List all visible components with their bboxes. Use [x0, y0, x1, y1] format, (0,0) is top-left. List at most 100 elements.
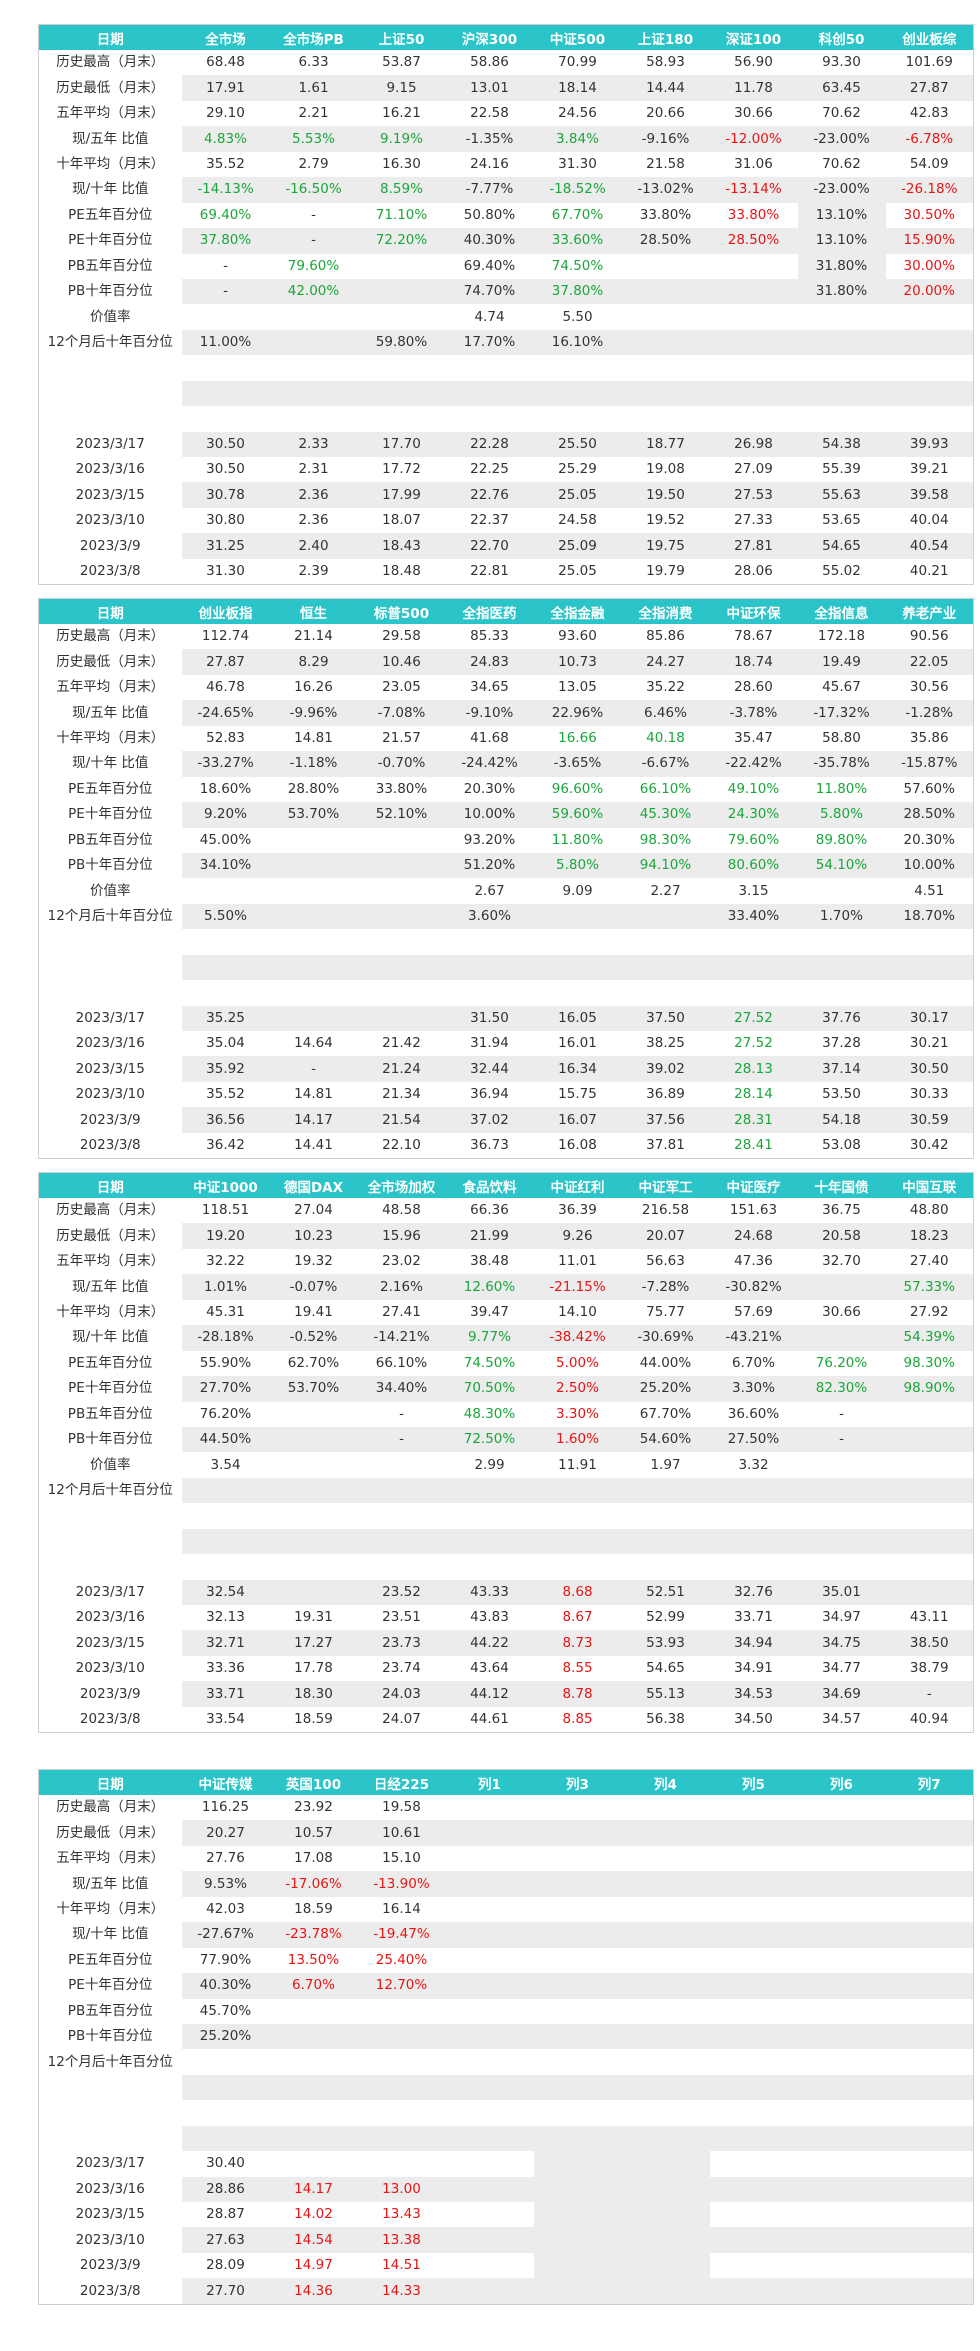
table-row: 历史最低（月末） 19.20 10.23 15.96 21.99 9.26 20.07 24.… [38, 1223, 974, 1249]
table-cell: 38.50 [885, 1630, 974, 1656]
table-cell: 66.10% [639, 780, 692, 797]
row-label: PE五年百分位 [38, 776, 182, 803]
table-cell: 37.28 [822, 1035, 861, 1052]
table-cell: 32.44 [445, 1056, 534, 1082]
table-cell [534, 1999, 622, 2024]
table-cell [798, 878, 886, 903]
table-cell [270, 355, 358, 380]
table-cell [358, 1554, 446, 1579]
table-cell [797, 2074, 886, 2101]
table-cell: 93.30 [822, 54, 861, 71]
table-cell [446, 2253, 534, 2278]
table-cell [533, 380, 622, 407]
table-cell [446, 1897, 534, 1922]
table-cell: 22.96% [533, 700, 622, 726]
table-cell [445, 1477, 534, 1504]
table-cell: 43.11 [909, 1609, 949, 1626]
table-cell: -6.78% [885, 126, 974, 152]
table-cell: 27.63 [181, 2227, 270, 2253]
table-cell: 82.30% [797, 1376, 886, 1402]
row-label: PB五年百分位 [38, 827, 182, 853]
table-cell: 18.59 [294, 1710, 333, 1727]
table-cell [534, 1846, 622, 1871]
table-cell: 59.60% [533, 802, 622, 828]
table-cell: 13.10% [797, 228, 886, 254]
table-cell [885, 1426, 974, 1453]
table-cell [622, 980, 710, 1005]
table-cell [269, 1528, 358, 1555]
valuation-table-4: 日期 中证传媒 英国100 日经225 列1 列3 列4 列5 列6 列7 历史… [38, 1769, 974, 2305]
table-cell: 13.50% [287, 1951, 340, 1968]
table-row: 2023/3/10 35.52 14.81 21.34 36.94 15.75 36.89 2… [38, 1081, 974, 1108]
table-cell [358, 1999, 446, 2024]
table-cell: 72.50% [445, 1426, 534, 1453]
table-cell: 10.73 [533, 649, 622, 675]
table-cell [445, 1820, 534, 1846]
table-cell: -13.02% [621, 177, 710, 203]
table-cell: 16.66 [558, 729, 597, 746]
row-label: 12个月后十年百分位 [38, 1477, 182, 1504]
table-cell: -1.18% [269, 751, 358, 777]
table-cell [798, 1846, 886, 1871]
table-cell: 74.50% [463, 1354, 516, 1371]
column-header: 创业板指 [181, 598, 270, 624]
table-cell: 13.01 [445, 75, 534, 101]
table-cell: 28.06 [734, 562, 773, 579]
table-cell [621, 903, 710, 930]
table-cell: 79.60% [727, 831, 780, 848]
column-header: 列6 [797, 1769, 886, 1795]
table-cell: 28.86 [181, 2176, 270, 2202]
row-label: 历史最高（月末） [38, 1198, 182, 1224]
table-cell [885, 1579, 974, 1605]
table-cell: 54.65 [646, 1660, 685, 1677]
table-cell [886, 2202, 974, 2227]
table-row: PE十年百分位 37.80% -72.20% 40.30% 33.60% 28.50% 28… [38, 228, 974, 254]
row-label: 十年平均（月末） [38, 1896, 182, 1923]
table-cell: 35.01 [797, 1579, 886, 1605]
table-cell: 17.99 [357, 482, 446, 508]
table-cell [270, 1999, 358, 2024]
table-cell: 14.81 [294, 1086, 333, 1103]
table-cell: 9.53% [181, 1871, 270, 1897]
table-cell: 15.10 [382, 1850, 421, 1867]
table-cell: 35.47 [734, 729, 773, 746]
table-cell [270, 980, 358, 1005]
table-cell: 54.18 [797, 1107, 886, 1133]
table-row: 2023/3/17 32.54 23.52 43.33 8.68 52.51 32.76 35… [38, 1579, 974, 1605]
table-cell: -23.00% [797, 177, 886, 203]
table-cell [445, 2023, 534, 2050]
table-cell: 53.08 [822, 1136, 861, 1153]
row-label: 现/五年 比值 [38, 126, 182, 152]
table-cell: 33.54 [206, 1710, 245, 1727]
table-cell: 34.53 [709, 1681, 798, 1707]
table-cell: 10.23 [269, 1223, 358, 1249]
column-header: 列7 [885, 1769, 974, 1795]
table-cell: 19.49 [797, 649, 886, 675]
table-cell [446, 2151, 534, 2176]
table-row: 2023/3/8 36.42 14.41 22.10 36.73 16.08 37.81 28… [38, 1132, 974, 1159]
table-cell: 3.60% [445, 903, 534, 930]
table-cell: -0.07% [269, 1274, 358, 1300]
table-cell: 8.68 [533, 1579, 622, 1605]
table-row: 2023/3/10 27.63 14.54 13.38 [38, 2227, 974, 2253]
table-cell: 48.30% [463, 1405, 516, 1422]
table-cell: 10.00% [885, 852, 974, 879]
table-cell: -0.52% [269, 1325, 358, 1351]
row-label: 12个月后十年百分位 [38, 2049, 182, 2075]
table-cell: 39.93 [885, 431, 974, 457]
table-cell [622, 1846, 710, 1871]
table-cell: 14.10 [558, 1303, 597, 1320]
table-cell: 31.94 [470, 1035, 509, 1052]
column-header: 全指金融 [533, 598, 622, 624]
row-label: 2023/3/10 [38, 507, 182, 534]
table-row: 十年平均（月末） 35.52 2.79 16.30 24.16 31.30 21.58 31.… [38, 151, 974, 178]
table-cell [534, 406, 622, 431]
table-row [38, 406, 974, 432]
column-header: 全市场PB [269, 24, 358, 50]
table-header-row: 日期 全市场 全市场PB 上证50 沪深300 中证500 上证180 深证10… [38, 24, 974, 50]
table-cell [886, 406, 974, 431]
row-label: 2023/3/17 [38, 2151, 182, 2177]
table-row: PB十年百分位 34.10% 51.20% 5.80% 94.10% 80.60% 54.1… [38, 852, 974, 879]
row-label: 价值率 [38, 304, 182, 330]
table-cell [357, 1005, 446, 1031]
